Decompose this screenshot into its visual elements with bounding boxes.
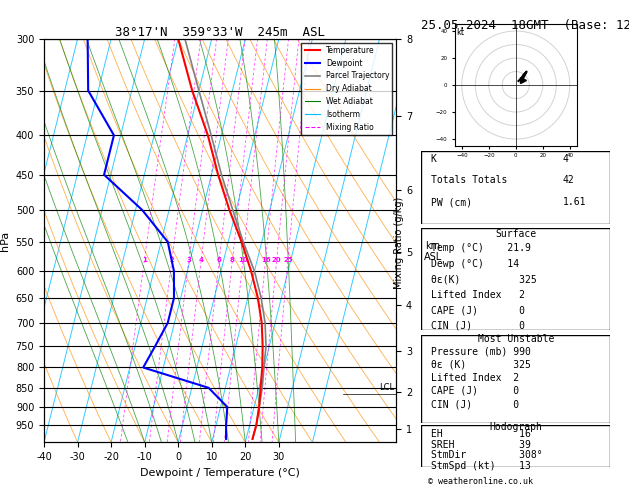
Temperature xyxy=(252,422,260,428)
Parcel Trajectory xyxy=(229,207,237,213)
Dewpoint xyxy=(170,295,178,301)
Text: SREH           39: SREH 39 xyxy=(431,439,531,450)
Text: 25.05.2024  18GMT  (Base: 12): 25.05.2024 18GMT (Base: 12) xyxy=(421,19,629,33)
Temperature xyxy=(248,436,256,442)
Line: Dewpoint: Dewpoint xyxy=(87,39,227,439)
Parcel Trajectory xyxy=(259,385,266,391)
Parcel Trajectory xyxy=(208,132,215,138)
Temperature xyxy=(214,172,222,178)
Temperature xyxy=(204,132,211,138)
Text: Pressure (mb) 990: Pressure (mb) 990 xyxy=(431,347,531,357)
Legend: Temperature, Dewpoint, Parcel Trajectory, Dry Adiabat, Wet Adiabat, Isotherm, Mi: Temperature, Dewpoint, Parcel Trajectory… xyxy=(301,43,392,135)
Text: CAPE (J)      0: CAPE (J) 0 xyxy=(431,386,519,396)
Text: 20: 20 xyxy=(272,257,282,263)
Temperature xyxy=(254,295,262,301)
Temperature xyxy=(255,404,263,410)
Dewpoint xyxy=(205,385,213,391)
Dewpoint xyxy=(138,207,146,213)
Text: 4: 4 xyxy=(563,154,569,164)
Dewpoint xyxy=(170,268,178,274)
Text: 4: 4 xyxy=(199,257,204,263)
Parcel Trajectory xyxy=(240,239,247,245)
Line: Temperature: Temperature xyxy=(178,39,263,439)
Text: θε(K)          325: θε(K) 325 xyxy=(431,275,537,284)
Dewpoint xyxy=(223,404,231,410)
Dewpoint xyxy=(164,239,172,245)
Text: 8: 8 xyxy=(230,257,235,263)
Dewpoint xyxy=(222,436,230,442)
Temperature xyxy=(226,207,233,213)
Dewpoint xyxy=(84,87,92,93)
Dewpoint xyxy=(110,132,118,138)
Text: LCL: LCL xyxy=(379,382,394,392)
Text: 6: 6 xyxy=(217,257,221,263)
Text: Lifted Index   2: Lifted Index 2 xyxy=(431,290,525,300)
Title: 38°17'N  359°33'W  245m  ASL: 38°17'N 359°33'W 245m ASL xyxy=(115,26,325,39)
Text: StmDir         308°: StmDir 308° xyxy=(431,451,542,460)
Parcel Trajectory xyxy=(261,320,269,326)
Parcel Trajectory xyxy=(257,295,265,301)
Text: 1: 1 xyxy=(142,257,147,263)
Text: Dewp (°C)    14: Dewp (°C) 14 xyxy=(431,259,519,269)
Parcel Trajectory xyxy=(218,172,225,178)
Line: Parcel Trajectory: Parcel Trajectory xyxy=(185,39,266,439)
Temperature xyxy=(258,320,265,326)
Text: 42: 42 xyxy=(563,175,575,186)
Y-axis label: km
ASL: km ASL xyxy=(424,241,442,262)
X-axis label: Dewpoint / Temperature (°C): Dewpoint / Temperature (°C) xyxy=(140,468,300,478)
Temperature xyxy=(174,36,182,42)
Temperature xyxy=(257,385,264,391)
Text: PW (cm): PW (cm) xyxy=(431,197,472,208)
Text: Most Unstable: Most Unstable xyxy=(477,334,554,345)
Text: K: K xyxy=(431,154,437,164)
Parcel Trajectory xyxy=(195,87,203,93)
Dewpoint xyxy=(222,422,230,428)
Parcel Trajectory xyxy=(255,404,263,410)
Dewpoint xyxy=(164,320,172,326)
Parcel Trajectory xyxy=(262,343,270,349)
Text: CIN (J)       0: CIN (J) 0 xyxy=(431,399,519,409)
Text: Lifted Index  2: Lifted Index 2 xyxy=(431,373,519,383)
Y-axis label: hPa: hPa xyxy=(0,230,10,251)
Text: Totals Totals: Totals Totals xyxy=(431,175,507,186)
Text: Mixing Ratio (g/kg): Mixing Ratio (g/kg) xyxy=(394,197,404,289)
Text: 25: 25 xyxy=(283,257,292,263)
Temperature xyxy=(259,364,266,370)
Text: θε (K)        325: θε (K) 325 xyxy=(431,360,531,370)
Text: CAPE (J)       0: CAPE (J) 0 xyxy=(431,305,525,315)
Text: 3: 3 xyxy=(186,257,191,263)
Parcel Trajectory xyxy=(252,422,260,428)
Dewpoint xyxy=(140,364,147,370)
Text: StmSpd (kt)    13: StmSpd (kt) 13 xyxy=(431,461,531,470)
Parcel Trajectory xyxy=(251,268,259,274)
Text: kt: kt xyxy=(457,28,464,37)
Dewpoint xyxy=(100,172,108,178)
Parcel Trajectory xyxy=(248,436,256,442)
Text: 10: 10 xyxy=(238,257,248,263)
Text: EH             16: EH 16 xyxy=(431,429,531,439)
Text: 16: 16 xyxy=(261,257,270,263)
Text: Hodograph: Hodograph xyxy=(489,422,542,432)
Parcel Trajectory xyxy=(260,364,268,370)
Temperature xyxy=(189,87,196,93)
Parcel Trajectory xyxy=(181,36,189,42)
Text: 2: 2 xyxy=(170,257,174,263)
Text: Temp (°C)    21.9: Temp (°C) 21.9 xyxy=(431,243,531,253)
Temperature xyxy=(247,268,255,274)
Text: 1.61: 1.61 xyxy=(563,197,586,208)
Text: Surface: Surface xyxy=(495,228,537,239)
Text: CIN (J)        0: CIN (J) 0 xyxy=(431,320,525,330)
Text: © weatheronline.co.uk: © weatheronline.co.uk xyxy=(428,477,533,486)
Dewpoint xyxy=(84,36,91,42)
Temperature xyxy=(238,239,245,245)
Dewpoint xyxy=(152,343,159,349)
Temperature xyxy=(259,343,267,349)
